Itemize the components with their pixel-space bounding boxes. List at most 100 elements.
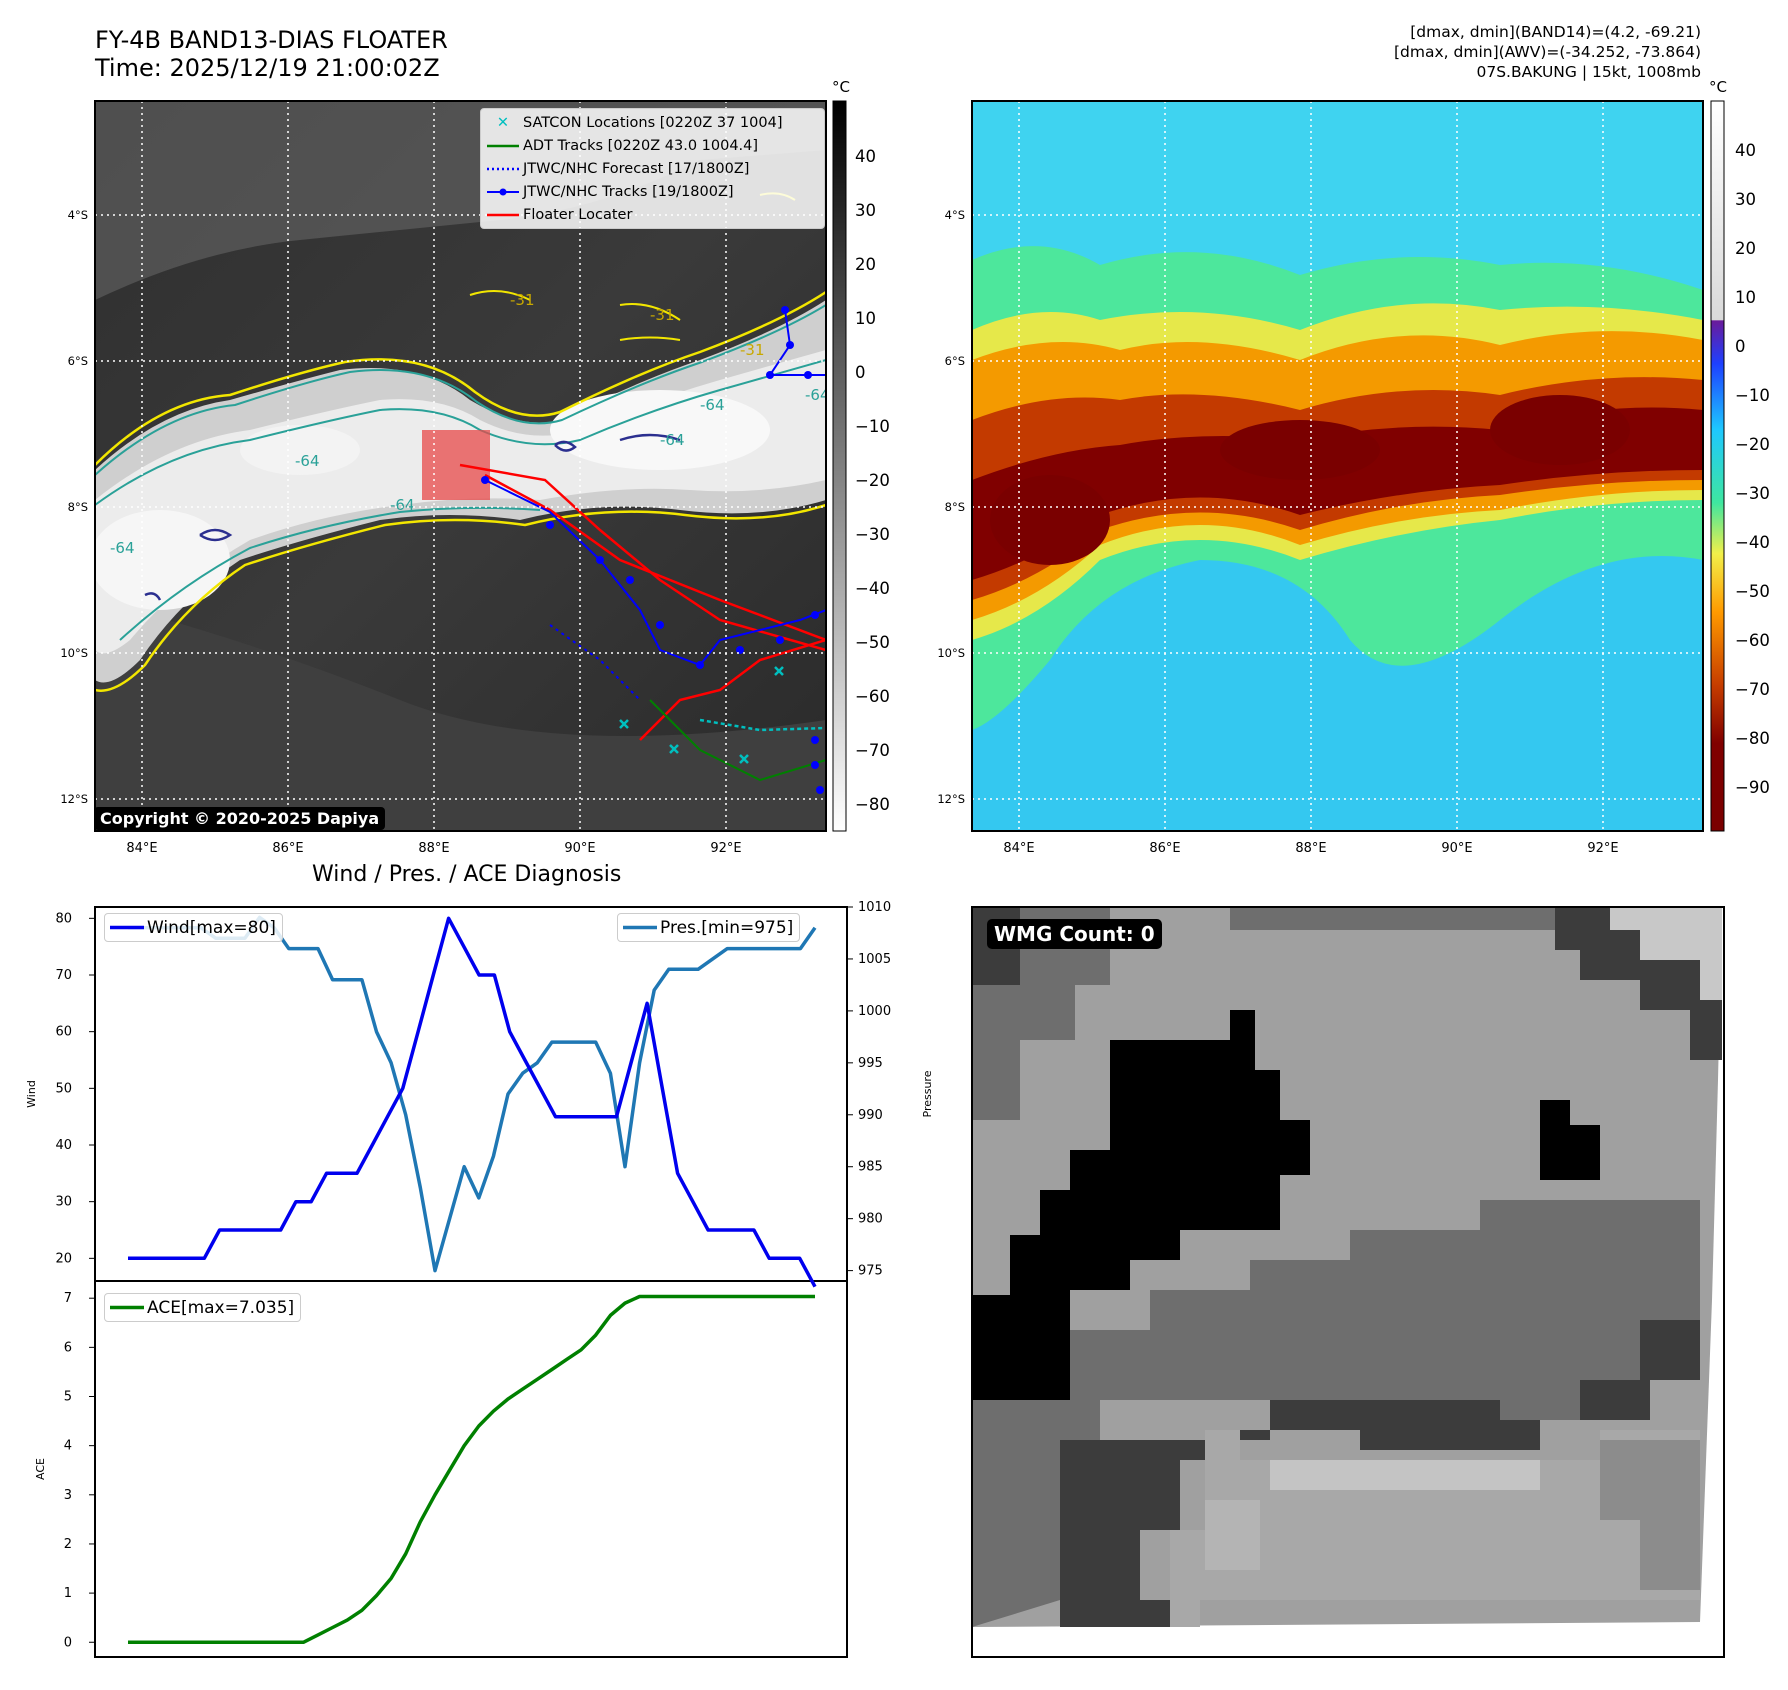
svg-text:−10: −10: [855, 417, 890, 436]
wind-tick-label: 50: [55, 1081, 72, 1096]
ace-tick-label: 7: [64, 1291, 72, 1306]
svg-text:88°E: 88°E: [418, 841, 449, 856]
contour-label: -31: [510, 291, 535, 309]
floater-track: [459, 463, 826, 652]
legend-item-forecast: JTWC/NHC Forecast [17/1800Z]: [483, 157, 822, 180]
svg-text:20: 20: [855, 255, 876, 274]
dotted-line-icon: [483, 167, 523, 171]
wind-tick-label: 60: [55, 1025, 72, 1040]
pressure-tick-label: 1005: [858, 952, 891, 967]
x-marker-icon: ✕: [496, 114, 510, 131]
ace-tick-label: 5: [64, 1390, 72, 1405]
wind-tick-label: 30: [55, 1195, 72, 1210]
diagnosis-title: Wind / Pres. / ACE Diagnosis: [312, 862, 622, 887]
floater-box: [422, 430, 490, 500]
svg-text:−50: −50: [855, 633, 890, 652]
wind-tick-label: 40: [55, 1138, 72, 1153]
svg-text:20: 20: [1735, 239, 1756, 258]
svg-text:8°S: 8°S: [68, 500, 88, 514]
title-time: Time: 2025/12/19 21:00:02Z: [95, 54, 440, 82]
svg-text:10: 10: [855, 309, 876, 328]
ace-tick-label: 0: [64, 1635, 72, 1650]
svg-text:30: 30: [1735, 190, 1756, 209]
svg-text:−70: −70: [1735, 680, 1770, 699]
wind-tick-label: 20: [55, 1251, 72, 1266]
svg-text:0: 0: [1735, 337, 1746, 356]
info-storm: 07S.BAKUNG | 15kt, 1008mb: [1476, 63, 1701, 81]
svg-text:86°E: 86°E: [272, 841, 303, 856]
solid-line-icon: [483, 144, 523, 148]
contour-label: -64: [700, 396, 725, 414]
colorbar-ir: [832, 100, 847, 832]
ace-line-icon: [107, 1305, 147, 1310]
wind-series-line: [128, 916, 817, 1288]
contour-label: -64: [295, 452, 320, 470]
ace-plot: [128, 1294, 815, 1645]
ace-tick-label: 3: [64, 1488, 72, 1503]
svg-text:−30: −30: [855, 525, 890, 544]
svg-text:12°S: 12°S: [937, 792, 965, 806]
svg-text:88°E: 88°E: [1295, 841, 1326, 856]
svg-text:−90: −90: [1735, 778, 1770, 797]
lon-labels-left: 84°E 86°E 88°E 90°E 92°E: [126, 841, 741, 856]
svg-text:84°E: 84°E: [1003, 841, 1034, 856]
contour-label: -31: [650, 306, 675, 324]
svg-text:−60: −60: [1735, 631, 1770, 650]
svg-text:4°S: 4°S: [945, 208, 965, 222]
pressure-tick-label: 985: [858, 1160, 883, 1175]
line-dot-icon: [483, 188, 523, 196]
svg-text:−40: −40: [1735, 533, 1770, 552]
svg-text:10°S: 10°S: [937, 646, 965, 660]
legend-item-tracks: JTWC/NHC Tracks [19/1800Z]: [483, 180, 822, 203]
svg-text:30: 30: [855, 201, 876, 220]
wind-pres-plot: [128, 915, 817, 1288]
pressure-tick-label: 990: [858, 1108, 883, 1123]
svg-text:40: 40: [855, 147, 876, 166]
ace-tick-label: 6: [64, 1340, 72, 1355]
title-product: FY-4B BAND13-DIAS FLOATER: [95, 26, 448, 54]
colorbar-awv-ticks: 40 30 20 10 0 −10 −20 −30 −40 −50 −60 −7…: [1735, 141, 1770, 797]
grid-right: [972, 101, 1703, 831]
contour-label: -64: [805, 386, 830, 404]
svg-text:8°S: 8°S: [945, 500, 965, 514]
colorbar-ir-unit: °C: [832, 78, 850, 96]
svg-text:10: 10: [1735, 288, 1756, 307]
colorbar-ir-ticks: 40 30 20 10 0 −10 −20 −30 −40 −50 −60 −7…: [855, 147, 890, 814]
ace-tick-label: 4: [64, 1439, 72, 1454]
wind-axis-ticks: 80 70 60 50 40 30 20: [55, 911, 95, 1266]
svg-text:−50: −50: [1735, 582, 1770, 601]
legend-item-floater: Floater Locater: [483, 203, 822, 226]
lat-labels-left: 4°S 6°S 8°S 10°S 12°S: [60, 208, 88, 806]
contour-label: -64: [660, 431, 685, 449]
info-awv: [dmax, dmin](AWV)=(-34.252, -73.864): [1394, 43, 1701, 61]
legend-item-satcon: ✕ SATCON Locations [0220Z 37 1004]: [483, 111, 822, 134]
contour-label: -31: [740, 341, 765, 359]
svg-text:10°S: 10°S: [60, 646, 88, 660]
svg-text:−80: −80: [1735, 729, 1770, 748]
ace-series-line: [128, 1294, 815, 1645]
lat-labels-right: 4°S 6°S 8°S 10°S 12°S: [937, 208, 965, 806]
pressure-tick-label: 980: [858, 1212, 883, 1227]
wind-line-icon: [107, 925, 147, 930]
svg-text:90°E: 90°E: [1441, 841, 1472, 856]
contour-label: -64: [390, 496, 415, 514]
svg-text:−70: −70: [855, 741, 890, 760]
pressure-tick-label: 1000: [858, 1004, 891, 1019]
map-legend: ✕ SATCON Locations [0220Z 37 1004] ADT Tr…: [480, 108, 825, 229]
figure-title: FY-4B BAND13-DIAS FLOATER Time: 2025/12/1…: [95, 26, 448, 82]
ace-ylabel: ACE: [34, 1458, 47, 1480]
svg-text:92°E: 92°E: [710, 841, 741, 856]
copyright-badge: Copyright © 2020-2025 Dapiya: [94, 807, 386, 830]
wind-tick-label: 70: [55, 968, 72, 983]
svg-text:−20: −20: [1735, 435, 1770, 454]
figure-info: [dmax, dmin](BAND14)=(4.2, -69.21) [dmax…: [1394, 22, 1701, 82]
svg-text:−10: −10: [1735, 386, 1770, 405]
solid-line-icon: [483, 213, 523, 217]
svg-text:4°S: 4°S: [68, 208, 88, 222]
svg-text:92°E: 92°E: [1587, 841, 1618, 856]
pressure-tick-label: 975: [858, 1264, 883, 1279]
svg-text:6°S: 6°S: [68, 354, 88, 368]
legend-item-pressure: Pres.[min=975]: [620, 916, 793, 939]
awv-map: [972, 101, 1703, 831]
